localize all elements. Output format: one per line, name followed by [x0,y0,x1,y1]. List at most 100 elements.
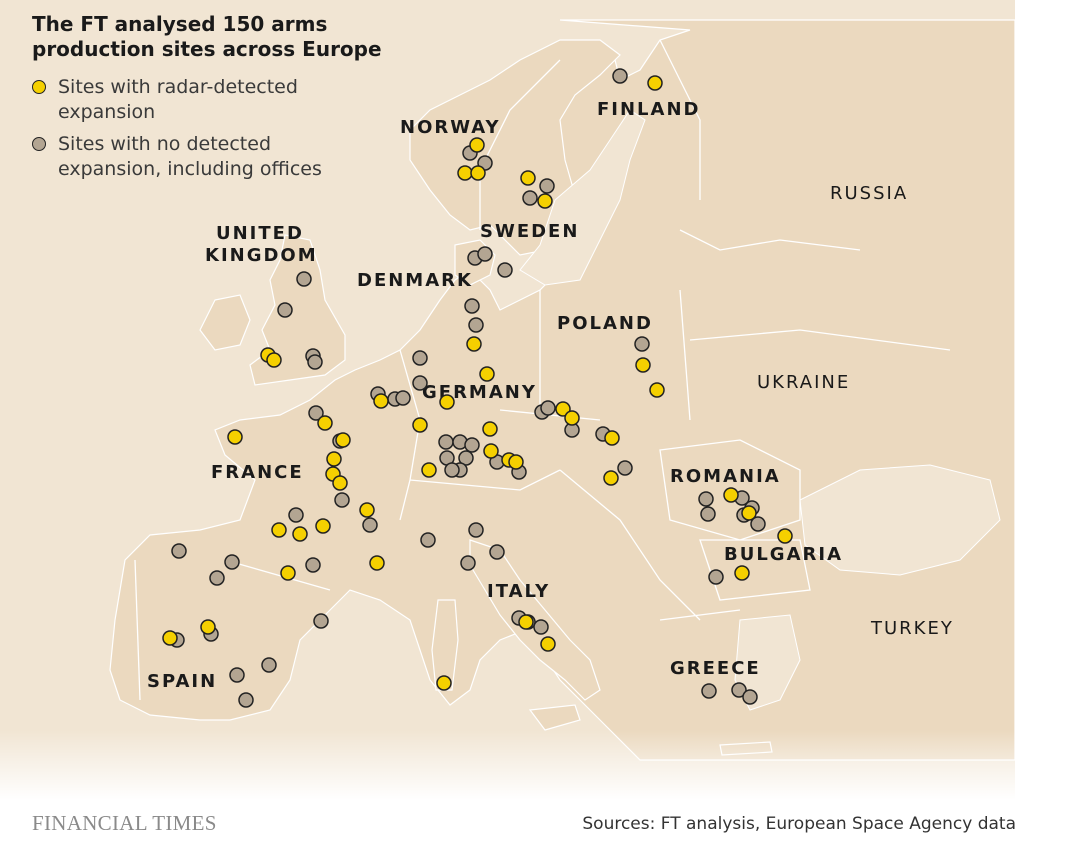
label-spain: SPAIN [147,671,217,692]
site-marker-no-expansion [395,390,411,406]
site-marker-no-expansion [460,555,476,571]
site-marker-expansion [520,170,536,186]
label-poland: POLAND [557,313,653,334]
site-marker-no-expansion [497,262,513,278]
site-marker-no-expansion [464,437,480,453]
border-belarus [679,229,861,251]
site-marker-no-expansion [209,570,225,586]
site-marker-expansion [479,366,495,382]
site-marker-expansion [412,417,428,433]
site-marker-expansion [508,454,524,470]
site-marker-expansion [647,75,663,91]
label-united: UNITED [216,223,304,244]
great-britain-land [249,234,346,386]
site-marker-expansion [317,415,333,431]
site-marker-expansion [466,336,482,352]
site-marker-expansion [266,352,282,368]
site-marker-expansion [604,430,620,446]
site-marker-expansion [482,421,498,437]
map-bottom-fade [0,730,1092,800]
label-finland: FINLAND [597,99,700,120]
site-marker-no-expansion [261,657,277,673]
site-marker-no-expansion [464,298,480,314]
site-marker-expansion [200,619,216,635]
sardinia-land [431,599,459,691]
border-greece-north [659,609,741,621]
label-italy: ITALY [487,581,550,602]
site-marker-no-expansion [708,569,724,585]
baltic-sea [519,109,646,286]
site-marker-no-expansion [238,692,254,708]
black-sea [799,464,1001,576]
border-poland-east [679,289,691,421]
site-marker-expansion [635,357,651,373]
site-marker-no-expansion [477,246,493,262]
site-marker-no-expansion [468,317,484,333]
site-marker-expansion [723,487,739,503]
site-markers [162,68,793,708]
site-marker-no-expansion [701,683,717,699]
site-marker-expansion [470,165,486,181]
site-marker-no-expansion [540,400,556,416]
legend-label-no-expansion: Sites with no detected expansion, includ… [58,133,322,180]
legend-dot-no-expansion [32,137,46,151]
site-marker-no-expansion [742,689,758,705]
site-marker-no-expansion [444,462,460,478]
site-marker-expansion [280,565,296,581]
map-right-margin [1015,0,1092,800]
aegean-sea [734,614,801,711]
site-marker-expansion [555,401,571,417]
site-marker-no-expansion [288,507,304,523]
figure-title: The FT analysed 150 arms production site… [32,12,382,61]
label-norway: NORWAY [400,117,501,138]
site-marker-no-expansion [731,682,747,698]
site-marker-expansion [518,614,534,630]
label-denmark: DENMARK [357,270,473,291]
site-marker-expansion [326,451,342,467]
country-borders [134,39,951,701]
label-bulgaria: BULGARIA [724,544,843,565]
site-marker-expansion [777,528,793,544]
site-marker-expansion [436,675,452,691]
site-marker-expansion [469,137,485,153]
site-marker-no-expansion [224,554,240,570]
site-marker-no-expansion [412,375,428,391]
site-marker-expansion [292,526,308,542]
site-marker-no-expansion [334,492,350,508]
site-marker-expansion [564,410,580,426]
site-marker-no-expansion [308,405,324,421]
site-marker-no-expansion [700,506,716,522]
border-france-germany [399,349,421,521]
label-france: FRANCE [211,462,304,483]
site-marker-no-expansion [522,190,538,206]
site-marker-no-expansion [612,68,628,84]
site-marker-no-expansion [539,178,555,194]
border-norway-sweden [479,59,561,230]
legend-dot-expansion [32,80,46,94]
border-portugal [134,559,141,701]
site-marker-no-expansion [468,522,484,538]
label-turkey: TURKEY [870,618,954,639]
border-romania [659,439,801,541]
site-marker-no-expansion [307,354,323,370]
label-sweden: SWEDEN [480,221,579,242]
site-marker-expansion [315,518,331,534]
site-marker-expansion [332,475,348,491]
site-marker-no-expansion [617,460,633,476]
site-marker-expansion [271,522,287,538]
label-russia: RUSSIA [830,183,908,204]
site-marker-expansion [741,505,757,521]
label-kingdom: KINGDOM [205,245,318,266]
site-marker-no-expansion [634,336,650,352]
site-marker-expansion [439,394,455,410]
site-marker-expansion [483,443,499,459]
legend-label-expansion: Sites with radar-detected expansion [58,76,298,123]
site-marker-no-expansion [305,557,321,573]
site-marker-no-expansion [362,517,378,533]
site-marker-no-expansion [412,350,428,366]
label-ukraine: UKRAINE [757,372,850,393]
site-marker-no-expansion [533,619,549,635]
border-finland-russia [659,39,701,200]
